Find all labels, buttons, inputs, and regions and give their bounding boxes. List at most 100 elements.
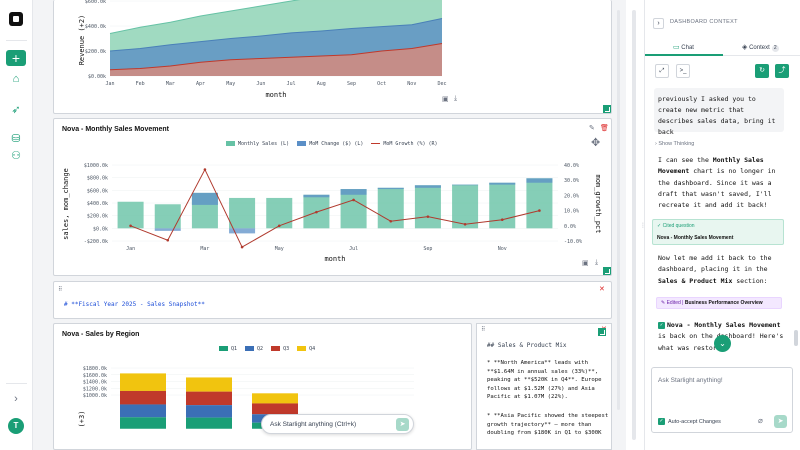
send-button[interactable]: ➤ (774, 415, 787, 428)
y-tick-label: $1200.0k (83, 386, 107, 392)
x-tick-label: Mar (200, 246, 209, 252)
save-image-icon[interactable]: ▣ (442, 96, 449, 103)
move-icon[interactable]: ✥ (591, 137, 601, 149)
bar-monthly-sales (117, 201, 144, 229)
scroll-down-button[interactable]: ⌄ (714, 335, 731, 352)
y-tick-label: $600.0k (85, 0, 106, 5)
edited-dashboard-chip[interactable]: ✎ Edited | Business Performance Overview (656, 297, 782, 309)
bar-mom-change (191, 192, 218, 205)
legend-item: Q2 (245, 346, 263, 352)
drag-handle-icon[interactable]: ⠿ (481, 327, 486, 333)
cited-label: ✓ Cited question (657, 223, 695, 229)
show-thinking-toggle[interactable]: › Show Thinking (655, 141, 695, 147)
x-tick-label: Jan (105, 81, 114, 87)
rocket-icon[interactable]: ➶ (11, 104, 21, 116)
tab-chat[interactable]: ▭ Chat (673, 44, 694, 51)
x-tick-label: Sep (423, 246, 432, 252)
monthly-sales-movement-chart: $1000.0k $800.0k $600.0k $400.0k $200.0k $0.0… (62, 163, 602, 263)
y-tick-label: $1000.0k (83, 393, 107, 399)
chart-legend: Q1 Q2 Q3 Q4 (219, 346, 315, 352)
x-tick-label: Mar (166, 81, 175, 87)
monthly-sales-movement-card: Nova - Monthly Sales Movement ✎ 🗑 ✥ Mont… (53, 118, 612, 276)
legend-item: MoM Change ($) (L) (297, 141, 363, 147)
auto-accept-checkbox[interactable]: ✓ Auto-accept Changes (658, 418, 721, 425)
bar-monthly-sales (526, 178, 553, 229)
resize-grip-icon[interactable]: ⋮ (640, 223, 646, 229)
resize-handle[interactable] (603, 267, 611, 275)
chat-icon: ▭ (673, 44, 680, 51)
bar-mom-change (229, 228, 256, 234)
bar-mom-change (340, 189, 367, 195)
close-icon[interactable]: ✕ (599, 286, 605, 293)
tab-context[interactable]: ◈ Context 2 (742, 43, 779, 52)
y-tick-label: $400.0k (87, 201, 108, 207)
cited-value: Nova - Monthly Sales Movement (657, 235, 734, 241)
y-tick-label: $1800.0k (83, 366, 107, 372)
y-tick-label: $1600.0k (83, 373, 107, 379)
point-mom-growth (315, 210, 318, 214)
bar-monthly-sales (229, 197, 256, 229)
area-series-line (109, 43, 443, 71)
bar-segment (186, 405, 232, 418)
point-mom-growth (277, 224, 281, 228)
point-mom-growth (203, 168, 207, 171)
y-axis-label: sales, mom_change (62, 168, 70, 240)
save-image-icon[interactable]: ▣ (582, 260, 589, 267)
collapse-chevron-icon[interactable]: › (653, 18, 664, 29)
check-icon: ✓ (658, 321, 665, 329)
resize-handle[interactable] (603, 105, 611, 113)
x-tick-label: Dec (437, 81, 446, 87)
bar-monthly-sales (414, 185, 441, 229)
bar-mom-change (489, 182, 516, 185)
download-icon[interactable]: ⤓ (595, 259, 599, 266)
delete-icon[interactable]: 🗑 (600, 125, 609, 132)
user-access-icon[interactable]: ⚇ (11, 150, 21, 162)
ask-placeholder: Ask Starlight anything (Ctrl+k) (270, 421, 357, 428)
bar-segment (252, 403, 298, 415)
point-mom-growth (500, 218, 504, 222)
send-button[interactable]: ➤ (396, 418, 409, 431)
layers-icon: ◈ (742, 44, 748, 51)
chat-scrollbar[interactable] (794, 330, 798, 346)
edit-icon[interactable]: ✎ (589, 125, 595, 132)
point-mom-growth (240, 245, 244, 249)
app-logo-icon[interactable] (9, 12, 23, 26)
attach-icon[interactable]: ⌀ (758, 416, 763, 425)
gutter-scrollbar[interactable] (632, 10, 636, 440)
resize-handle[interactable] (598, 328, 606, 336)
home-icon[interactable]: ⌂ (12, 73, 20, 85)
panel-tabs: ▭ Chat ◈ Context 2 (645, 38, 800, 56)
x-tick-label: Jan (126, 246, 135, 252)
snapshot-markdown: # **Fiscal Year 2025 - Sales Snapshot** (64, 301, 205, 308)
bar-mom-change (154, 228, 181, 231)
chart-legend: Monthly Sales (L) MoM Change ($) (L) MoM… (226, 141, 438, 147)
edit-icon: ✎ (661, 300, 666, 306)
bar-segment (186, 391, 232, 406)
download-icon[interactable]: ⤓ (454, 95, 458, 102)
y2-tick-label: 30.0% (564, 178, 579, 184)
database-icon[interactable]: ⛁ (11, 133, 21, 145)
area-series-line (109, 0, 301, 34)
main-scrollbar[interactable] (617, 10, 620, 410)
expand-icon[interactable]: ⤢ (655, 64, 669, 78)
bar-monthly-sales (452, 184, 479, 229)
ask-starlight-input[interactable]: Ask Starlight anything (Ctrl+k) ➤ (261, 414, 414, 434)
x-tick-label: Nov (498, 246, 507, 252)
point-mom-growth (389, 219, 393, 223)
add-button[interactable]: + (6, 50, 26, 66)
share-button[interactable]: ⤴ (775, 64, 789, 78)
bar-segment (186, 377, 232, 392)
y2-tick-label: 20.0% (564, 193, 579, 199)
bar-segment (120, 417, 166, 429)
expand-chevron-icon[interactable]: › (14, 393, 18, 405)
chat-input[interactable]: Ask Starlight anything! ✓ Auto-accept Cha… (651, 367, 793, 433)
drag-handle-icon[interactable]: ⠿ (58, 287, 63, 293)
refresh-button[interactable]: ↻ (755, 64, 769, 78)
avatar[interactable]: T (8, 418, 24, 434)
cited-question-chip[interactable]: ✓ Cited question Nova - Monthly Sales Mo… (652, 219, 784, 245)
terminal-icon[interactable]: >_ (676, 64, 690, 78)
bar-mom-change (377, 187, 404, 190)
y-tick-label: -$200.0k (84, 239, 108, 245)
y-tick-label: $200.0k (87, 214, 108, 220)
